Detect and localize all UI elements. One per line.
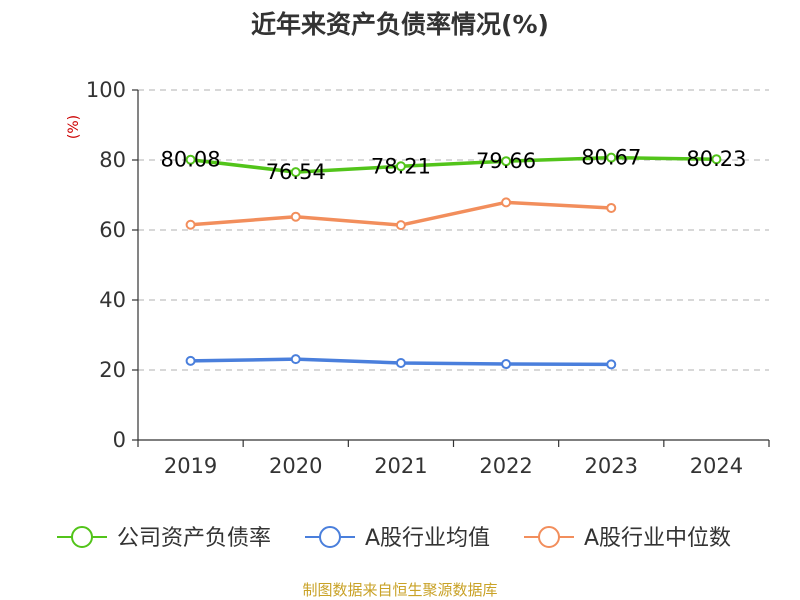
y-tick-label-20: 20 bbox=[99, 358, 126, 382]
series-line-company-ratio bbox=[188, 155, 719, 174]
data-point-industry-average-2020 bbox=[290, 354, 301, 365]
grid-layer bbox=[138, 89, 769, 371]
legend-label-industry-median: A股行业中位数 bbox=[584, 526, 731, 551]
y-tick-label-80: 80 bbox=[99, 148, 126, 172]
series-company-ratio bbox=[185, 152, 722, 178]
data-point-industry-median-2022 bbox=[501, 197, 512, 208]
legend-label-industry-average: A股行业均值 bbox=[365, 526, 490, 551]
chart-title: 近年来资产负债率情况(%) bbox=[251, 10, 549, 39]
data-point-industry-average-2019 bbox=[185, 355, 196, 366]
legend: 公司资产负债率 A股行业均值 A股行业中位数 bbox=[57, 526, 731, 551]
y-tick-label-100: 100 bbox=[86, 78, 126, 102]
data-point-industry-median-2023 bbox=[606, 202, 617, 213]
data-point-industry-average-2021 bbox=[395, 358, 406, 368]
data-label-2020: 76.54 bbox=[266, 160, 326, 184]
legend-marker-industry-average bbox=[319, 526, 341, 548]
data-point-company-ratio-2021 bbox=[395, 161, 406, 172]
data-label-2021: 78.21 bbox=[371, 154, 431, 178]
data-point-industry-median-2020 bbox=[290, 211, 301, 222]
data-point-company-ratio-2022 bbox=[501, 156, 512, 167]
legend-item-company-ratio: 公司资产负债率 bbox=[57, 526, 271, 551]
axis-layer: 0 20 40 60 80 100 2019 2020 2021 2022 2023 2024 bbox=[86, 78, 770, 478]
series-layer bbox=[185, 152, 722, 370]
data-point-company-ratio-2024 bbox=[711, 154, 722, 165]
data-point-industry-median-2021 bbox=[395, 220, 406, 231]
y-tick-label-60: 60 bbox=[99, 218, 126, 242]
data-label-layer: 80.08 76.54 78.21 79.66 80.67 80.23 bbox=[161, 146, 747, 184]
data-point-company-ratio-2023 bbox=[606, 152, 617, 163]
legend-item-industry-average: A股行业均值 bbox=[305, 526, 490, 551]
x-tick-label-2024: 2024 bbox=[690, 454, 743, 478]
data-label-2023: 80.67 bbox=[581, 146, 641, 170]
series-industry-average bbox=[185, 354, 617, 370]
legend-marker-company-ratio bbox=[71, 526, 93, 548]
data-label-2022: 79.66 bbox=[476, 149, 536, 173]
data-point-industry-median-2019 bbox=[185, 219, 196, 230]
legend-marker-industry-median bbox=[538, 526, 560, 548]
x-tick-label-2023: 2023 bbox=[585, 454, 638, 478]
x-tick-label-2021: 2021 bbox=[374, 454, 427, 478]
data-point-company-ratio-2020 bbox=[290, 167, 301, 178]
y-tick-label-40: 40 bbox=[99, 288, 126, 312]
data-point-industry-average-2023 bbox=[606, 359, 617, 370]
data-point-company-ratio-2019 bbox=[185, 154, 196, 165]
source-note: 制图数据来自恒生聚源数据库 bbox=[302, 581, 497, 599]
data-point-industry-average-2022 bbox=[501, 359, 512, 370]
series-industry-median bbox=[185, 197, 617, 231]
data-label-2024: 80.23 bbox=[686, 147, 746, 171]
y-tick-label-0: 0 bbox=[113, 428, 126, 452]
legend-label-company-ratio: 公司资产负债率 bbox=[117, 526, 271, 551]
legend-item-industry-median: A股行业中位数 bbox=[524, 526, 731, 551]
data-label-2019: 80.08 bbox=[161, 148, 221, 172]
y-axis-label: (%) bbox=[66, 115, 82, 139]
x-tick-label-2019: 2019 bbox=[164, 454, 217, 478]
x-tick-label-2020: 2020 bbox=[269, 454, 322, 478]
x-tick-label-2022: 2022 bbox=[479, 454, 532, 478]
